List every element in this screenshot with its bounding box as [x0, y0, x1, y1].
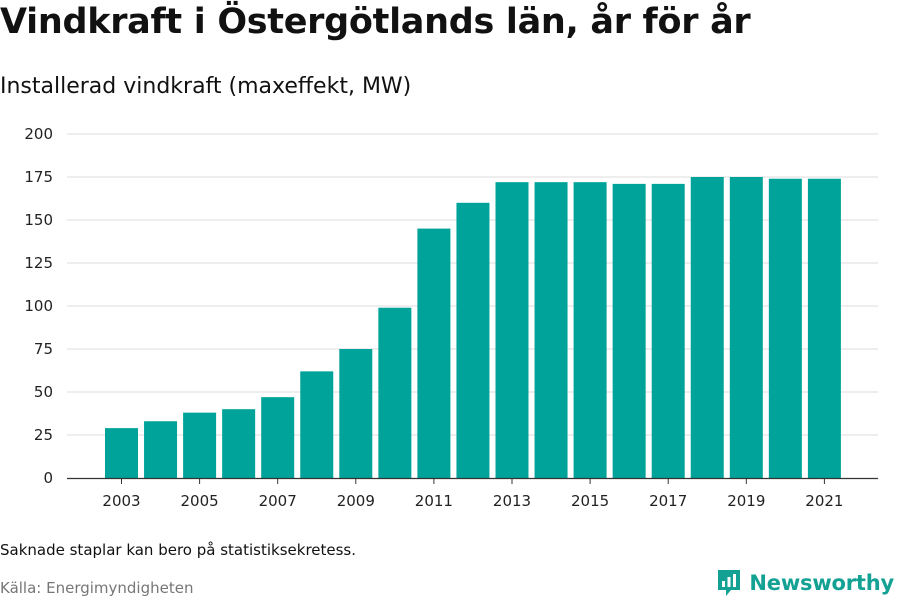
source-label: Källa: Energimyndigheten [0, 579, 194, 597]
chart-subtitle: Installerad vindkraft (maxeffekt, MW) [0, 74, 412, 99]
newsworthy-logo-icon [718, 570, 741, 596]
bar [300, 371, 334, 478]
x-tick-label: 2021 [805, 492, 843, 510]
bar [339, 349, 373, 478]
y-tick-label: 125 [24, 254, 53, 272]
y-tick-label: 25 [34, 426, 53, 444]
bar [105, 428, 138, 478]
bar [729, 177, 763, 478]
bar [417, 228, 451, 478]
x-axis-ticks: 2003 2005 2007 2009 2011 2013 2015 2017 2019 2021 [102, 478, 843, 510]
x-tick-label: 2011 [415, 492, 453, 510]
x-tick-label: 2013 [493, 492, 531, 510]
bar [612, 183, 646, 478]
footnote: Saknade staplar kan bero på statistiksek… [0, 541, 357, 559]
chart-title: Vindkraft i Östergötlands län, år för år [0, 2, 751, 42]
bar [378, 307, 412, 478]
y-tick-label: 200 [24, 125, 53, 143]
bar [144, 421, 178, 478]
bar [456, 202, 490, 479]
bar [807, 178, 841, 478]
x-tick-label: 2017 [649, 492, 687, 510]
y-axis-ticks: 0 25 50 75 100 125 150 175 200 [24, 125, 53, 487]
bar [573, 182, 607, 478]
bars [105, 177, 841, 479]
bar [495, 182, 529, 478]
x-tick-label: 2019 [727, 492, 765, 510]
x-tick-label: 2003 [102, 492, 140, 510]
y-tick-label: 150 [24, 211, 53, 229]
bar [183, 412, 217, 478]
bar [261, 397, 295, 478]
bar [222, 409, 256, 478]
y-tick-label: 50 [34, 383, 53, 401]
x-tick-label: 2005 [181, 492, 219, 510]
bar [690, 177, 724, 478]
brand-name: Newsworthy [749, 571, 894, 595]
y-tick-label: 175 [24, 168, 53, 186]
x-tick-label: 2015 [571, 492, 609, 510]
y-tick-label: 75 [34, 340, 53, 358]
x-tick-label: 2007 [259, 492, 297, 510]
y-tick-label: 100 [24, 297, 53, 315]
x-tick-label: 2009 [337, 492, 375, 510]
bar [651, 183, 685, 478]
brand-logo: Newsworthy [716, 568, 894, 598]
bar [534, 182, 568, 478]
bar [768, 178, 802, 478]
y-tick-label: 0 [43, 469, 53, 487]
